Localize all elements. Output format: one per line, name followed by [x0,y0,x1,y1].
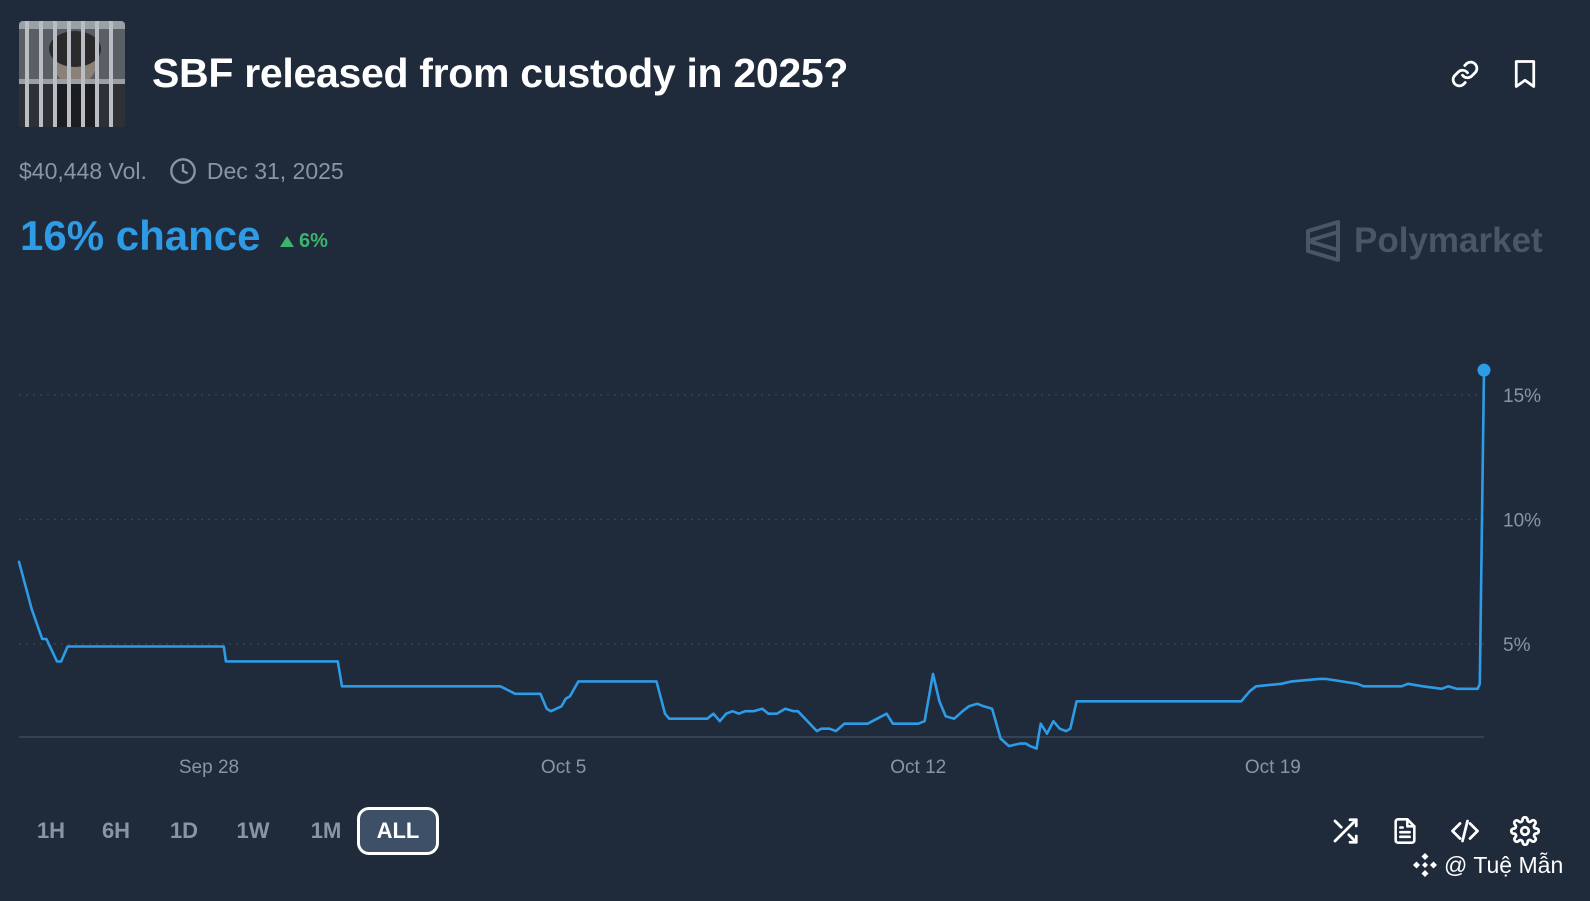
x-tick-label: Oct 5 [541,757,586,778]
chance-change-value: 6% [299,230,328,252]
copy-link-button[interactable] [1447,56,1483,92]
range-button-1h[interactable]: 1H [36,818,66,843]
market-thumbnail-image [19,21,125,127]
series-line [17,368,1486,750]
x-tick-label: Oct 12 [890,757,946,778]
y-tick-label: 5% [1503,635,1531,656]
range-button-6h[interactable]: 6H [101,818,131,843]
polymarket-brand: Polymarket [1304,219,1543,263]
watermark: @ Tuệ Mẫn [1410,850,1563,880]
clock-icon [169,157,197,185]
polymarket-logo-icon [1306,220,1340,262]
binance-logo-icon [1413,853,1437,877]
bookmark-button[interactable] [1507,56,1543,92]
volume-label: $40,448 Vol. [19,157,147,184]
shuffle-icon [1333,818,1358,844]
embed-code-button[interactable] [1446,812,1484,850]
settings-button[interactable] [1506,812,1544,850]
y-tick-label: 15% [1503,386,1541,407]
link-icon [1451,60,1479,88]
settings-icon [1510,816,1540,846]
watermark-text: @ Tuệ Mẫn [1444,851,1564,878]
chance-change-badge: 6% [279,230,328,253]
market-meta: $40,448 Vol. Dec 31, 2025 [19,156,344,186]
chance-value: 16% chance [20,212,261,259]
code-icon [1451,819,1479,843]
market-title: SBF released from custody in 2025? [152,50,849,96]
document-icon [1394,818,1416,844]
range-button-1w[interactable]: 1W [236,818,270,843]
range-button-1m[interactable]: 1M [310,818,342,843]
market-thumbnail [19,21,125,127]
x-tick-label: Sep 28 [179,757,239,778]
range-button-1d[interactable]: 1D [169,818,199,843]
document-button[interactable] [1386,812,1424,850]
triangle-up-icon [280,236,294,247]
end-date-label: Dec 31, 2025 [206,157,344,184]
bookmark-icon [1514,60,1536,88]
range-button-all[interactable]: ALL [357,807,439,855]
x-tick-label: Oct 19 [1245,757,1301,778]
shuffle-button[interactable] [1326,812,1364,850]
brand-name: Polymarket [1354,221,1543,260]
series-endpoint [1477,363,1491,377]
y-tick-label: 10% [1503,511,1541,532]
